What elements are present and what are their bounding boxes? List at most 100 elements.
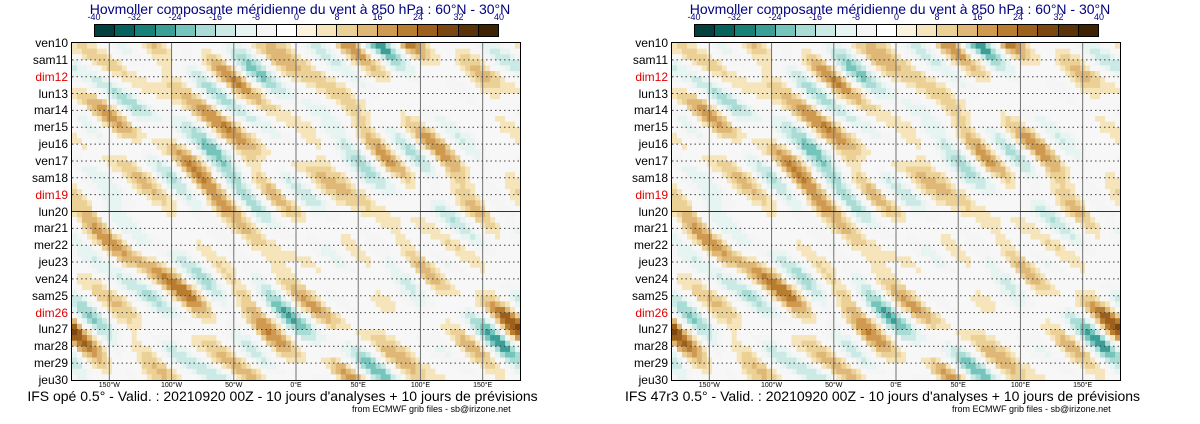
field-cell <box>465 116 471 123</box>
field-cell <box>395 233 402 241</box>
field-cell <box>111 189 118 196</box>
field-cell <box>296 87 302 95</box>
field-cell <box>141 121 148 128</box>
field-cell <box>166 284 173 291</box>
field-cell <box>226 43 232 50</box>
field-cell <box>350 110 357 117</box>
field-cell <box>475 183 481 190</box>
field-cell <box>375 211 382 218</box>
field-cell <box>72 239 78 246</box>
field-cell <box>380 127 387 134</box>
field-cell <box>191 267 198 274</box>
field-cell <box>500 267 506 274</box>
field-cell <box>96 295 103 302</box>
field-cell <box>226 273 232 280</box>
field-cell <box>350 245 357 252</box>
field-cell <box>291 87 297 95</box>
field-cell <box>335 284 342 291</box>
field-cell <box>350 177 357 185</box>
field-cell <box>161 222 168 229</box>
field-cell <box>72 205 78 213</box>
field-cell <box>136 290 143 297</box>
field-cell <box>261 329 267 336</box>
field-cell <box>310 340 317 347</box>
field-cell <box>380 194 387 201</box>
field-cell <box>350 217 357 224</box>
field-cell <box>325 93 332 100</box>
field-cell <box>266 228 272 235</box>
field-cell <box>91 340 98 347</box>
field-cell <box>455 346 461 353</box>
field-cell <box>81 99 88 106</box>
colorbar-cell <box>297 25 318 36</box>
field-cell <box>500 71 506 78</box>
field-cell <box>490 250 496 258</box>
field-cell <box>146 87 153 95</box>
field-cell <box>345 250 352 258</box>
field-cell <box>151 262 158 269</box>
field-cell <box>72 222 78 229</box>
field-cell <box>395 273 402 280</box>
field-cell <box>385 121 392 128</box>
field-cell <box>310 233 317 241</box>
field-cell <box>505 318 511 325</box>
field-cell <box>300 59 307 67</box>
field-cell <box>515 346 520 353</box>
field-cell <box>490 104 496 111</box>
field-cell <box>375 284 382 291</box>
field-cell <box>146 233 153 241</box>
field-cell <box>390 43 397 50</box>
colorbar-cell <box>478 25 499 36</box>
field-cell <box>420 290 427 297</box>
field-cell <box>206 290 212 297</box>
field-cell <box>495 149 501 156</box>
field-cell <box>211 262 217 269</box>
field-cell <box>350 82 357 89</box>
field-cell <box>96 65 103 72</box>
field-cell <box>291 138 297 145</box>
field-cell <box>131 65 138 72</box>
field-cell <box>380 262 387 269</box>
field-cell <box>226 172 232 179</box>
field-cell <box>81 228 88 235</box>
field-cell <box>136 54 143 61</box>
field-cell <box>131 351 138 359</box>
field-cell <box>276 160 282 168</box>
field-cell <box>81 306 88 314</box>
field-cell <box>425 217 431 224</box>
field-cell <box>201 166 207 173</box>
field-cell <box>206 160 212 168</box>
field-cell <box>291 71 297 78</box>
field-cell <box>315 329 322 336</box>
field-cell <box>146 121 153 128</box>
field-cell <box>425 144 431 151</box>
field-cell <box>111 177 118 185</box>
field-cell <box>221 132 227 140</box>
field-cell <box>126 189 133 196</box>
field-cell <box>281 177 287 185</box>
field-cell <box>261 222 267 229</box>
field-cell <box>350 144 357 151</box>
field-cell <box>490 200 496 207</box>
field-cell <box>415 306 422 314</box>
field-cell <box>510 205 516 213</box>
field-cell <box>206 59 212 67</box>
field-cell <box>455 273 461 280</box>
field-cell <box>425 93 431 100</box>
field-cell <box>455 160 461 168</box>
field-cell <box>380 144 387 151</box>
field-cell <box>81 104 88 111</box>
field-cell <box>286 256 292 263</box>
field-cell <box>435 144 441 151</box>
field-cell <box>490 273 496 280</box>
field-cell <box>286 329 292 336</box>
field-cell <box>226 144 232 151</box>
field-cell <box>345 177 352 185</box>
field-cell <box>330 200 337 207</box>
field-cell <box>226 245 232 252</box>
field-cell <box>226 127 232 134</box>
field-cell <box>146 306 153 314</box>
field-cell <box>410 262 417 269</box>
field-cell <box>276 200 282 207</box>
field-cell <box>450 48 456 55</box>
